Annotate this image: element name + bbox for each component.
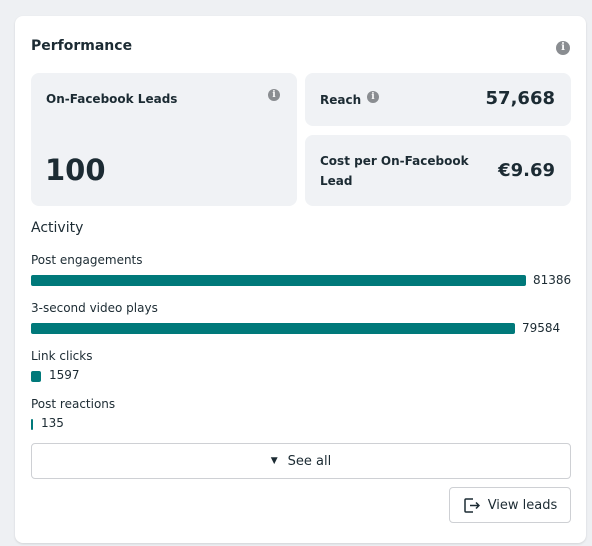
cost-tile: Cost per On-Facebook Lead €9.69 — [305, 135, 571, 206]
cost-value: €9.69 — [498, 160, 555, 181]
metric-bar — [31, 371, 41, 382]
view-leads-label: View leads — [487, 497, 558, 513]
metric-label: 3-second video plays — [31, 301, 158, 315]
info-icon[interactable]: i — [367, 91, 379, 103]
metric-bar — [31, 419, 33, 430]
reach-label: Reach — [320, 93, 362, 107]
metric-value: 135 — [41, 416, 64, 430]
leads-label: On-Facebook Leads — [46, 92, 178, 106]
cost-label-line1: Cost per On-Facebook — [320, 154, 469, 168]
metric-label: Post engagements — [31, 253, 143, 267]
see-all-button[interactable]: ▼ See all — [31, 443, 571, 479]
performance-card: Performance i On-Facebook Leads i 100 Re… — [15, 16, 586, 543]
card-title: Performance — [31, 38, 133, 54]
info-icon[interactable]: i — [556, 41, 570, 55]
metric-value: 81386 — [533, 273, 572, 287]
reach-value: 57,668 — [485, 88, 555, 109]
export-icon — [463, 497, 480, 513]
chevron-down-icon: ▼ — [270, 456, 278, 466]
metric-label: Link clicks — [31, 349, 93, 363]
info-icon[interactable]: i — [268, 89, 280, 101]
cost-label-line2: Lead — [320, 174, 353, 188]
activity-title: Activity — [31, 220, 84, 236]
metric-label: Post reactions — [31, 397, 116, 411]
see-all-label: See all — [287, 453, 332, 469]
metric-bar — [31, 323, 515, 334]
view-leads-button[interactable]: View leads — [449, 487, 571, 523]
leads-tile: On-Facebook Leads i 100 — [31, 73, 297, 206]
reach-tile: Reach i 57,668 — [305, 73, 571, 126]
cost-label: Cost per On-Facebook Lead — [320, 151, 469, 191]
leads-value: 100 — [45, 153, 106, 187]
metric-value: 79584 — [522, 321, 561, 335]
metric-value: 1597 — [49, 368, 80, 382]
metric-bar — [31, 275, 526, 286]
